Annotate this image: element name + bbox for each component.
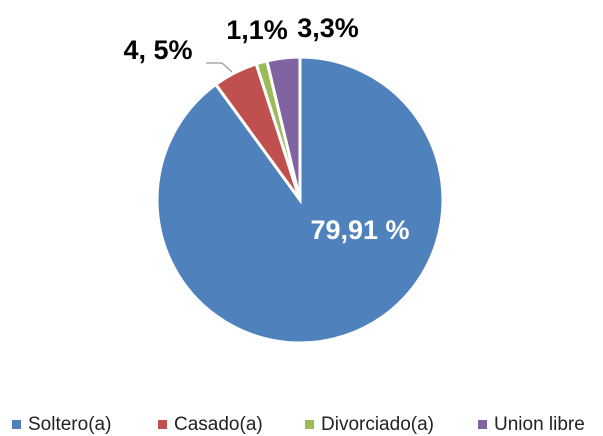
legend-swatch: [158, 420, 167, 429]
legend-label: Divorciado(a): [321, 414, 434, 435]
value-label: 4, 5%: [123, 35, 192, 65]
legend-swatch: [305, 420, 314, 429]
legend-swatch: [12, 420, 21, 429]
legend-label: Soltero(a): [28, 414, 111, 435]
legend-swatch: [478, 420, 487, 429]
pie-slice: [265, 55, 302, 201]
leader-line: [206, 62, 233, 73]
legend-label: Casado(a): [174, 414, 263, 435]
value-label: 1,1%: [226, 15, 288, 45]
value-label: 3,3%: [297, 13, 359, 43]
legend-label: Union libre: [494, 414, 585, 435]
value-label: 79,91 %: [310, 215, 409, 245]
